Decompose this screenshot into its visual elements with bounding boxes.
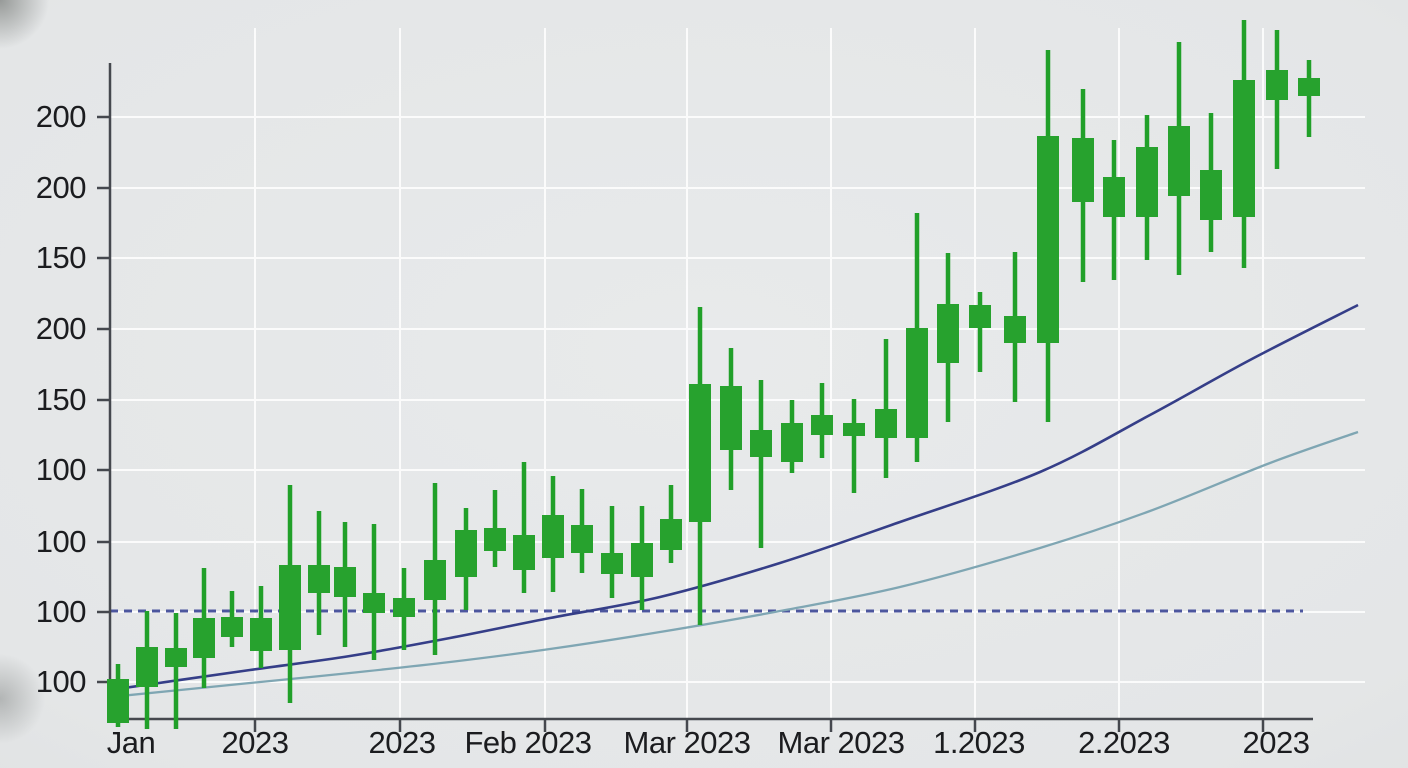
candle-body: [1072, 138, 1094, 202]
candle: [484, 490, 506, 567]
candle: [1136, 115, 1158, 260]
x-axis-tick-label: Feb 2023: [464, 725, 593, 760]
candle: [601, 506, 623, 598]
candle-body: [1233, 80, 1255, 217]
y-axis-tick-label: 200: [35, 170, 87, 205]
y-axis-tick-label: 150: [35, 240, 87, 275]
candle-body: [937, 304, 959, 363]
candle-body: [363, 593, 385, 613]
candle-body: [1004, 316, 1026, 343]
candle-body: [1200, 170, 1222, 220]
candle-body: [107, 679, 129, 723]
candle: [1266, 30, 1288, 169]
candle: [875, 339, 897, 478]
candle-body: [875, 409, 897, 438]
candle-body: [1103, 177, 1125, 217]
y-axis-tick-label: 100: [35, 524, 87, 559]
candle-body: [781, 423, 803, 462]
x-axis-tick-label: 2023: [221, 725, 289, 760]
x-axis-tick-label: 2023: [1242, 725, 1310, 760]
y-axis-tick-label: 100: [35, 664, 87, 699]
y-axis-tick-label: 200: [35, 99, 87, 134]
light-blue-trend-curve: [109, 430, 1359, 699]
candle-body: [455, 530, 477, 577]
candle: [1004, 252, 1026, 402]
candle-body: [542, 515, 564, 558]
candle: [660, 485, 682, 563]
candle-body: [513, 535, 535, 570]
candle: [136, 611, 158, 729]
candle: [811, 383, 833, 458]
candle-body: [720, 386, 742, 450]
candle: [334, 522, 356, 647]
candle-body: [969, 305, 991, 328]
candle-body: [906, 328, 928, 438]
candle-body: [601, 553, 623, 574]
candle-body: [250, 618, 272, 651]
candle-body: [689, 384, 711, 522]
candle: [571, 489, 593, 573]
candle: [843, 399, 865, 493]
candle-body: [193, 618, 215, 658]
candle: [193, 568, 215, 688]
candle: [750, 380, 772, 548]
candle: [906, 213, 928, 462]
candle-body: [1298, 78, 1320, 96]
candle-body: [750, 430, 772, 457]
x-axis-tick-label: Mar 2023: [777, 725, 905, 760]
candle-body: [221, 617, 243, 637]
candle: [1200, 113, 1222, 252]
candle-body: [334, 567, 356, 597]
candle: [969, 292, 991, 372]
x-axis-tick-label: 2.2023: [1078, 725, 1170, 760]
candle: [424, 483, 446, 655]
candle-body: [393, 598, 415, 617]
y-axis-tick-label: 150: [35, 382, 87, 417]
y-axis-tick-label: 200: [35, 311, 87, 346]
candle-body: [1136, 147, 1158, 217]
candle-body: [279, 565, 301, 650]
candle-body: [484, 528, 506, 551]
candle: [781, 400, 803, 473]
candle-body: [308, 565, 330, 593]
candle-body: [136, 647, 158, 687]
candle: [631, 506, 653, 610]
candle: [1037, 50, 1059, 422]
x-axis-tick-label: 1.2023: [933, 725, 1025, 760]
candle-body: [811, 415, 833, 435]
candle: [165, 613, 187, 729]
candle: [279, 485, 301, 703]
y-axis-tick-label: 100: [35, 452, 87, 487]
candle: [1233, 20, 1255, 268]
candle: [1168, 42, 1190, 275]
candle-body: [660, 519, 682, 550]
candle: [455, 508, 477, 610]
candle-body: [1037, 136, 1059, 343]
candle-body: [424, 560, 446, 600]
candle: [720, 348, 742, 490]
candle: [513, 462, 535, 593]
candle: [308, 511, 330, 635]
candle-body: [571, 525, 593, 553]
candle-body: [165, 648, 187, 667]
x-axis-tick-label: Mar 2023: [623, 725, 751, 760]
candle-body: [1168, 126, 1190, 196]
candle: [221, 591, 243, 647]
candle-body: [1266, 70, 1288, 100]
candle-body: [843, 423, 865, 436]
candle: [363, 524, 385, 660]
candle: [937, 253, 959, 422]
candle: [393, 568, 415, 650]
candle: [689, 307, 711, 625]
candle-body: [631, 543, 653, 577]
y-axis-tick-label: 100: [35, 594, 87, 629]
candle: [1298, 60, 1320, 137]
candle: [250, 586, 272, 668]
